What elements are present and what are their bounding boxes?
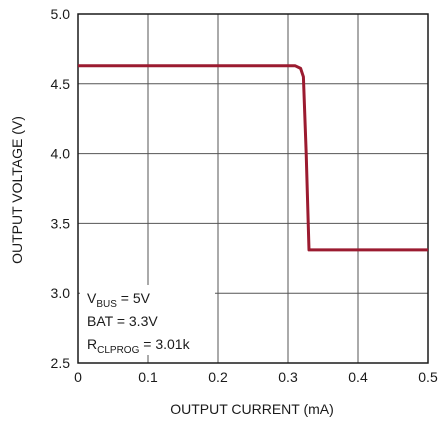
- x-tick-label: 0.2: [208, 369, 228, 385]
- y-axis-label: OUTPUT VOLTAGE (V): [9, 116, 25, 264]
- y-tick-label: 4.5: [51, 76, 71, 92]
- x-tick-label: 0.3: [278, 369, 298, 385]
- x-axis-label: OUTPUT CURRENT (mA): [170, 401, 334, 417]
- x-tick-label: 0.4: [348, 369, 368, 385]
- y-tick-label: 5.0: [51, 6, 71, 22]
- annotation-box: VBUS = 5V BAT = 3.3V RCLPROG = 3.01k: [80, 285, 215, 356]
- x-tick-label: 0.1: [138, 369, 158, 385]
- series-line: [78, 64, 428, 252]
- y-tick-label: 2.5: [51, 355, 71, 371]
- annotation-rclprog: RCLPROG = 3.01k: [87, 336, 191, 356]
- y-tick-label: 3.5: [51, 215, 71, 231]
- annotation-bat: BAT = 3.3V: [87, 313, 158, 329]
- y-tick-label: 3.0: [51, 285, 71, 301]
- annotation-vbus: VBUS = 5V: [87, 290, 151, 310]
- plot-frame: [77, 13, 429, 364]
- x-tick-labels: 0 0.1 0.2 0.3 0.4 0.5: [74, 369, 438, 385]
- y-tick-label: 4.0: [51, 146, 71, 162]
- x-tick-label: 0.5: [418, 369, 438, 385]
- x-tick-label: 0: [74, 369, 82, 385]
- y-tick-labels: 2.5 3.0 3.5 4.0 4.5 5.0: [51, 6, 71, 371]
